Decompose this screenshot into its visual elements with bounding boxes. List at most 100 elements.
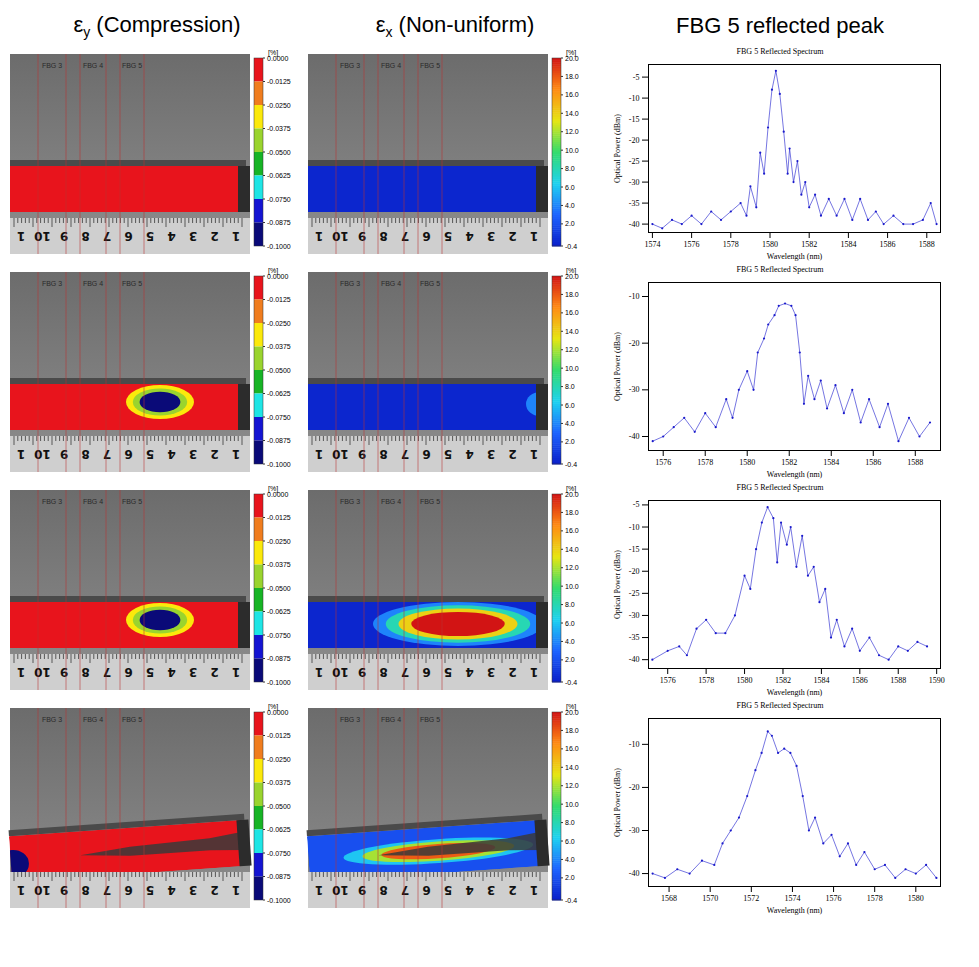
svg-text:FBG 3: FBG 3 [340,498,360,505]
svg-text:FBG 4: FBG 4 [83,716,103,723]
svg-text:1578: 1578 [698,676,714,685]
svg-text:1582: 1582 [781,458,797,467]
svg-text:12.0: 12.0 [565,346,579,353]
svg-text:5: 5 [444,665,452,679]
svg-text:FBG 4: FBG 4 [83,280,103,287]
svg-text:3: 3 [487,447,495,461]
svg-text:4: 4 [167,447,175,461]
svg-text:2.0: 2.0 [565,656,575,663]
svg-text:8: 8 [81,665,89,679]
svg-text:6: 6 [124,665,132,679]
svg-text:-0.0500: -0.0500 [267,367,291,374]
svg-text:1: 1 [315,229,323,243]
svg-text:Wavelength (nm): Wavelength (nm) [767,252,823,261]
svg-text:7: 7 [401,229,409,243]
svg-text:2: 2 [210,883,218,897]
svg-text:FBG 3: FBG 3 [340,280,360,287]
svg-text:4.0: 4.0 [565,638,575,645]
svg-text:10: 10 [332,229,349,243]
svg-text:14.0: 14.0 [565,546,579,553]
svg-text:7: 7 [103,883,111,897]
svg-text:-0.0125: -0.0125 [267,296,291,303]
svg-text:2.0: 2.0 [565,874,575,881]
svg-text:Wavelength (nm): Wavelength (nm) [767,688,823,697]
svg-text:-0.0750: -0.0750 [267,632,291,639]
svg-text:1: 1 [17,229,25,243]
svg-text:-0.0625: -0.0625 [267,826,291,833]
svg-text:1588: 1588 [907,458,923,467]
svg-text:1: 1 [232,883,240,897]
svg-text:2: 2 [508,447,516,461]
svg-text:1: 1 [232,447,240,461]
svg-text:1: 1 [530,447,538,461]
svg-text:1570: 1570 [702,894,718,903]
svg-text:1576: 1576 [826,894,842,903]
svg-text:FBG 5: FBG 5 [122,280,142,287]
svg-text:10: 10 [34,447,51,461]
svg-text:FBG 3: FBG 3 [340,62,360,69]
svg-text:9: 9 [60,665,68,679]
svg-text:FBG 5: FBG 5 [420,62,440,69]
svg-text:18.0: 18.0 [565,291,579,298]
svg-text:3: 3 [189,665,197,679]
svg-text:-0.0875: -0.0875 [267,655,291,662]
svg-text:8.0: 8.0 [565,601,575,608]
svg-text:-0.0625: -0.0625 [267,172,291,179]
svg-text:1: 1 [17,447,25,461]
svg-text:10: 10 [332,447,349,461]
svg-text:FBG 5: FBG 5 [122,498,142,505]
svg-text:4: 4 [167,229,175,243]
svg-text:8.0: 8.0 [565,383,575,390]
svg-text:2: 2 [508,883,516,897]
svg-text:-20: -20 [629,339,640,348]
svg-text:1584: 1584 [840,240,856,249]
svg-text:-0.0375: -0.0375 [267,125,291,132]
svg-text:10: 10 [34,883,51,897]
svg-text:1: 1 [232,229,240,243]
svg-text:-0.4: -0.4 [565,243,577,250]
svg-text:9: 9 [60,883,68,897]
svg-text:1574: 1574 [644,240,660,249]
svg-text:-10: -10 [629,740,640,749]
svg-text:-0.0250: -0.0250 [267,756,291,763]
svg-text:-0.0375: -0.0375 [267,343,291,350]
svg-text:-15: -15 [629,545,640,554]
svg-text:Optical Power (dBm): Optical Power (dBm) [613,768,622,837]
svg-text:16.0: 16.0 [565,309,579,316]
svg-text:6.0: 6.0 [565,184,575,191]
svg-text:4: 4 [167,665,175,679]
svg-text:7: 7 [401,883,409,897]
svg-text:4.0: 4.0 [565,202,575,209]
svg-text:FBG 5: FBG 5 [420,716,440,723]
svg-text:4.0: 4.0 [565,420,575,427]
svg-text:FBG 4: FBG 4 [381,716,401,723]
svg-text:3: 3 [487,665,495,679]
svg-text:FBG 3: FBG 3 [42,498,62,505]
svg-text:3: 3 [189,447,197,461]
svg-text:6: 6 [124,447,132,461]
svg-text:9: 9 [358,229,366,243]
svg-text:FBG 3: FBG 3 [42,62,62,69]
svg-text:-10: -10 [629,94,640,103]
svg-text:-0.0125: -0.0125 [267,514,291,521]
svg-text:5: 5 [444,883,452,897]
svg-text:1: 1 [315,883,323,897]
svg-text:1578: 1578 [697,458,713,467]
svg-text:-0.1000: -0.1000 [267,679,291,686]
svg-text:14.0: 14.0 [565,110,579,117]
svg-text:4: 4 [465,665,473,679]
svg-text:2: 2 [210,229,218,243]
svg-text:-0.4: -0.4 [565,897,577,904]
svg-text:1580: 1580 [908,894,924,903]
svg-text:7: 7 [401,447,409,461]
svg-text:Optical Power (dBm): Optical Power (dBm) [613,332,622,401]
svg-text:9: 9 [358,883,366,897]
svg-text:5: 5 [146,883,154,897]
svg-text:4: 4 [167,883,175,897]
svg-text:-0.0250: -0.0250 [267,320,291,327]
svg-text:10.0: 10.0 [565,583,579,590]
svg-text:20.0: 20.0 [565,273,579,280]
svg-text:-5: -5 [633,73,640,82]
svg-text:-5: -5 [633,500,640,509]
svg-text:1586: 1586 [852,676,868,685]
